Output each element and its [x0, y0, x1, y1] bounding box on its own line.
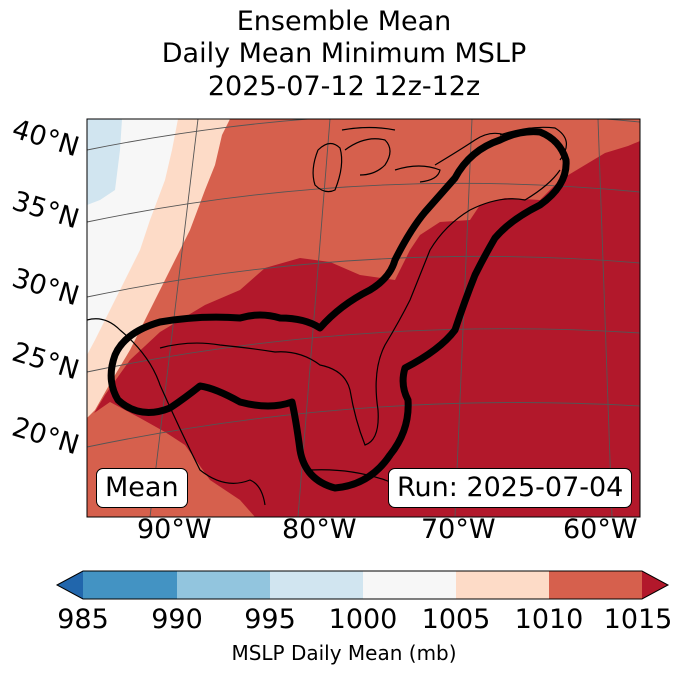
colorbar-tick-995: 995 [244, 604, 296, 635]
mean-label-box: Mean [96, 468, 188, 508]
colorbar-segment-1005-1010 [456, 571, 549, 599]
colorbar-tick-990: 990 [151, 604, 203, 635]
contour-outline [107, 128, 570, 492]
colorbar [55, 570, 670, 600]
colorbar-label: MSLP Daily Mean (mb) [231, 641, 457, 665]
title-line-1: Ensemble Mean [236, 6, 452, 37]
colorbar-tick-1000: 1000 [328, 604, 398, 635]
colorbar-tick-1005: 1005 [421, 604, 491, 635]
lon-label-80w: 80°W [282, 514, 357, 545]
colorbar-segment-1010-1015 [549, 571, 642, 599]
colorbar-segment-995-1000 [270, 571, 363, 599]
colorbar-tick-985: 985 [57, 604, 109, 635]
colorbar-tick-1010: 1010 [514, 604, 584, 635]
colorbar-extend-over [642, 571, 668, 599]
map-panel [87, 119, 640, 517]
title-line-3: 2025-07-12 12z-12z [207, 71, 481, 102]
colorbar-segment-985-990 [83, 571, 177, 599]
lon-label-70w: 70°W [421, 514, 496, 545]
colorbar-segment-990-995 [177, 571, 270, 599]
graticule [87, 119, 640, 517]
colorbar-segment-1000-1005 [363, 571, 456, 599]
lon-label-60w: 60°W [563, 514, 638, 545]
mslp-fill-995-1000 [87, 119, 122, 205]
map-frame [86, 118, 641, 518]
colorbar-extend-under [57, 571, 83, 599]
colorbar-tick-1015: 1015 [603, 604, 673, 635]
run-date-box: Run: 2025-07-04 [388, 468, 633, 508]
mslp-fill-1010-1015 [87, 119, 640, 420]
title-line-2: Daily Mean Minimum MSLP [161, 38, 527, 69]
lon-label-90w: 90°W [137, 514, 212, 545]
